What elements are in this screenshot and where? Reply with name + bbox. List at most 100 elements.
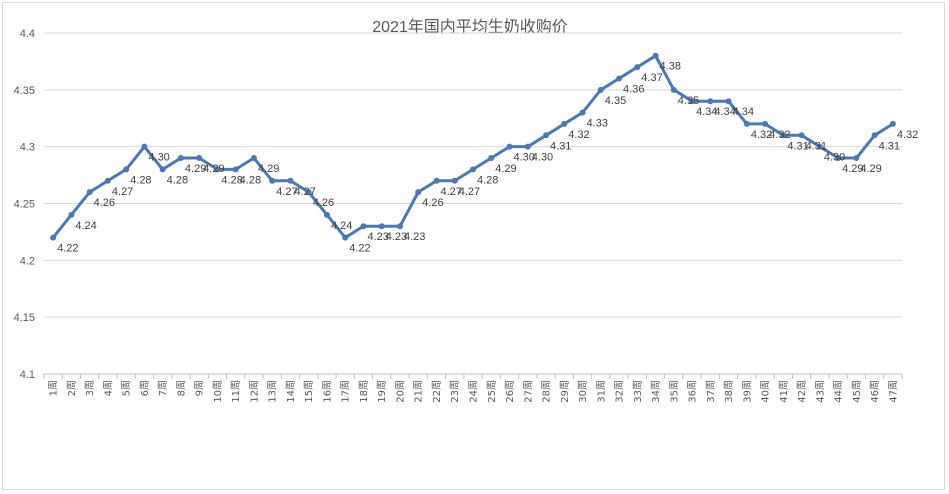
data-point bbox=[816, 143, 823, 150]
x-tick-label: 29周 bbox=[559, 380, 571, 403]
x-tick-label: 25周 bbox=[486, 380, 498, 403]
data-label: 4.37 bbox=[641, 72, 662, 84]
data-label: 4.23 bbox=[404, 231, 425, 243]
data-label: 4.27 bbox=[112, 186, 133, 198]
data-point bbox=[50, 234, 57, 241]
data-label: 4.28 bbox=[221, 174, 242, 186]
data-point bbox=[597, 86, 604, 93]
data-label: 4.29 bbox=[495, 163, 516, 175]
gridlines bbox=[43, 32, 903, 379]
x-tick-label: 39周 bbox=[741, 380, 753, 403]
x-tick-label: 7周 bbox=[157, 380, 169, 396]
x-tick-label: 33周 bbox=[632, 380, 644, 403]
data-point bbox=[104, 177, 111, 184]
data-label: 4.28 bbox=[477, 174, 498, 186]
data-point bbox=[323, 211, 330, 218]
x-tick-label: 41周 bbox=[778, 380, 790, 403]
data-label: 4.31 bbox=[806, 140, 827, 152]
x-tick-label: 35周 bbox=[668, 380, 680, 403]
data-label: 4.27 bbox=[459, 186, 480, 198]
data-label: 4.32 bbox=[568, 129, 589, 141]
x-tick-label: 38周 bbox=[723, 380, 735, 403]
x-tick-label: 24周 bbox=[468, 380, 480, 403]
x-tick-label: 20周 bbox=[394, 380, 406, 403]
data-label: 4.23 bbox=[367, 231, 388, 243]
data-label: 4.24 bbox=[331, 220, 352, 232]
data-label: 4.35 bbox=[678, 95, 699, 107]
x-tick-label: 6周 bbox=[139, 380, 151, 396]
data-point bbox=[214, 166, 221, 173]
data-point bbox=[451, 177, 458, 184]
data-point bbox=[470, 166, 476, 173]
data-point bbox=[488, 155, 495, 162]
data-label: 4.34 bbox=[714, 106, 735, 118]
data-label: 4.29 bbox=[842, 163, 863, 175]
x-tick-label: 40周 bbox=[760, 380, 772, 403]
data-label: 4.30 bbox=[514, 152, 535, 164]
data-points bbox=[50, 52, 896, 241]
data-label: 4.38 bbox=[660, 61, 681, 73]
data-point bbox=[871, 132, 878, 139]
x-tick-label: 45周 bbox=[851, 380, 863, 403]
data-label: 4.29 bbox=[185, 163, 206, 175]
data-label: 4.30 bbox=[824, 152, 845, 164]
y-tick-label: 4.3 bbox=[20, 142, 35, 154]
data-point bbox=[396, 223, 403, 230]
data-point bbox=[743, 120, 750, 127]
data-label: 4.23 bbox=[386, 231, 407, 243]
y-axis-tick-labels: 4.1 4.15 4.2 4.25 4.3 4.35 4.4 bbox=[14, 28, 35, 381]
x-tick-label: 30周 bbox=[577, 380, 589, 403]
x-tick-label: 14周 bbox=[285, 380, 297, 403]
x-axis-tick-labels: 1周 2周 3周 4周 5周 6周 7周 8周 9周 10周 11周 12周 13周 14周 15周 16周 1… bbox=[48, 380, 900, 403]
x-tick-label: 18周 bbox=[358, 380, 370, 403]
y-tick-label: 4.2 bbox=[20, 255, 35, 267]
y-tick-label: 4.1 bbox=[20, 369, 35, 381]
data-label: 4.34 bbox=[733, 106, 754, 118]
data-label: 4.33 bbox=[587, 118, 608, 130]
data-point bbox=[524, 143, 531, 150]
data-label: 4.29 bbox=[860, 163, 881, 175]
x-tick-label: 32周 bbox=[614, 380, 626, 403]
x-tick-label: 44周 bbox=[833, 380, 845, 403]
data-point bbox=[159, 166, 166, 173]
data-point bbox=[68, 211, 75, 218]
data-point bbox=[670, 86, 677, 93]
data-label: 4.24 bbox=[75, 220, 96, 232]
data-label: 4.31 bbox=[879, 140, 900, 152]
x-tick-label: 12周 bbox=[248, 380, 260, 403]
x-tick-label: 4周 bbox=[102, 380, 114, 396]
data-point bbox=[762, 120, 769, 127]
data-point bbox=[616, 75, 623, 82]
x-tick-label: 34周 bbox=[650, 380, 662, 403]
data-labels: 4.224.244.264.274.284.304.284.294.294.28… bbox=[57, 61, 918, 255]
data-label: 4.22 bbox=[349, 243, 370, 255]
data-point bbox=[269, 177, 276, 184]
data-point bbox=[561, 120, 568, 127]
data-point bbox=[835, 155, 842, 162]
data-point bbox=[305, 189, 312, 196]
x-tick-label: 15周 bbox=[303, 380, 315, 403]
x-tick-label: 26周 bbox=[504, 380, 516, 403]
x-tick-label: 1周 bbox=[48, 380, 60, 396]
y-tick-label: 4.4 bbox=[20, 28, 35, 40]
data-point bbox=[707, 98, 714, 105]
x-tick-label: 43周 bbox=[814, 380, 826, 403]
data-label: 4.31 bbox=[550, 140, 571, 152]
data-label: 4.28 bbox=[167, 174, 188, 186]
data-point bbox=[378, 223, 385, 230]
data-label: 4.27 bbox=[276, 186, 297, 198]
data-point bbox=[86, 189, 93, 196]
data-label: 4.28 bbox=[240, 174, 261, 186]
data-label: 4.27 bbox=[440, 186, 461, 198]
data-label: 4.31 bbox=[787, 140, 808, 152]
data-point bbox=[342, 234, 349, 241]
x-tick-label: 11周 bbox=[230, 380, 242, 403]
data-point bbox=[433, 177, 440, 184]
data-label: 4.35 bbox=[605, 95, 626, 107]
data-label: 4.34 bbox=[696, 106, 717, 118]
x-tick-label: 3周 bbox=[84, 380, 96, 396]
data-point bbox=[287, 177, 294, 184]
x-tick-label: 47周 bbox=[887, 380, 899, 403]
